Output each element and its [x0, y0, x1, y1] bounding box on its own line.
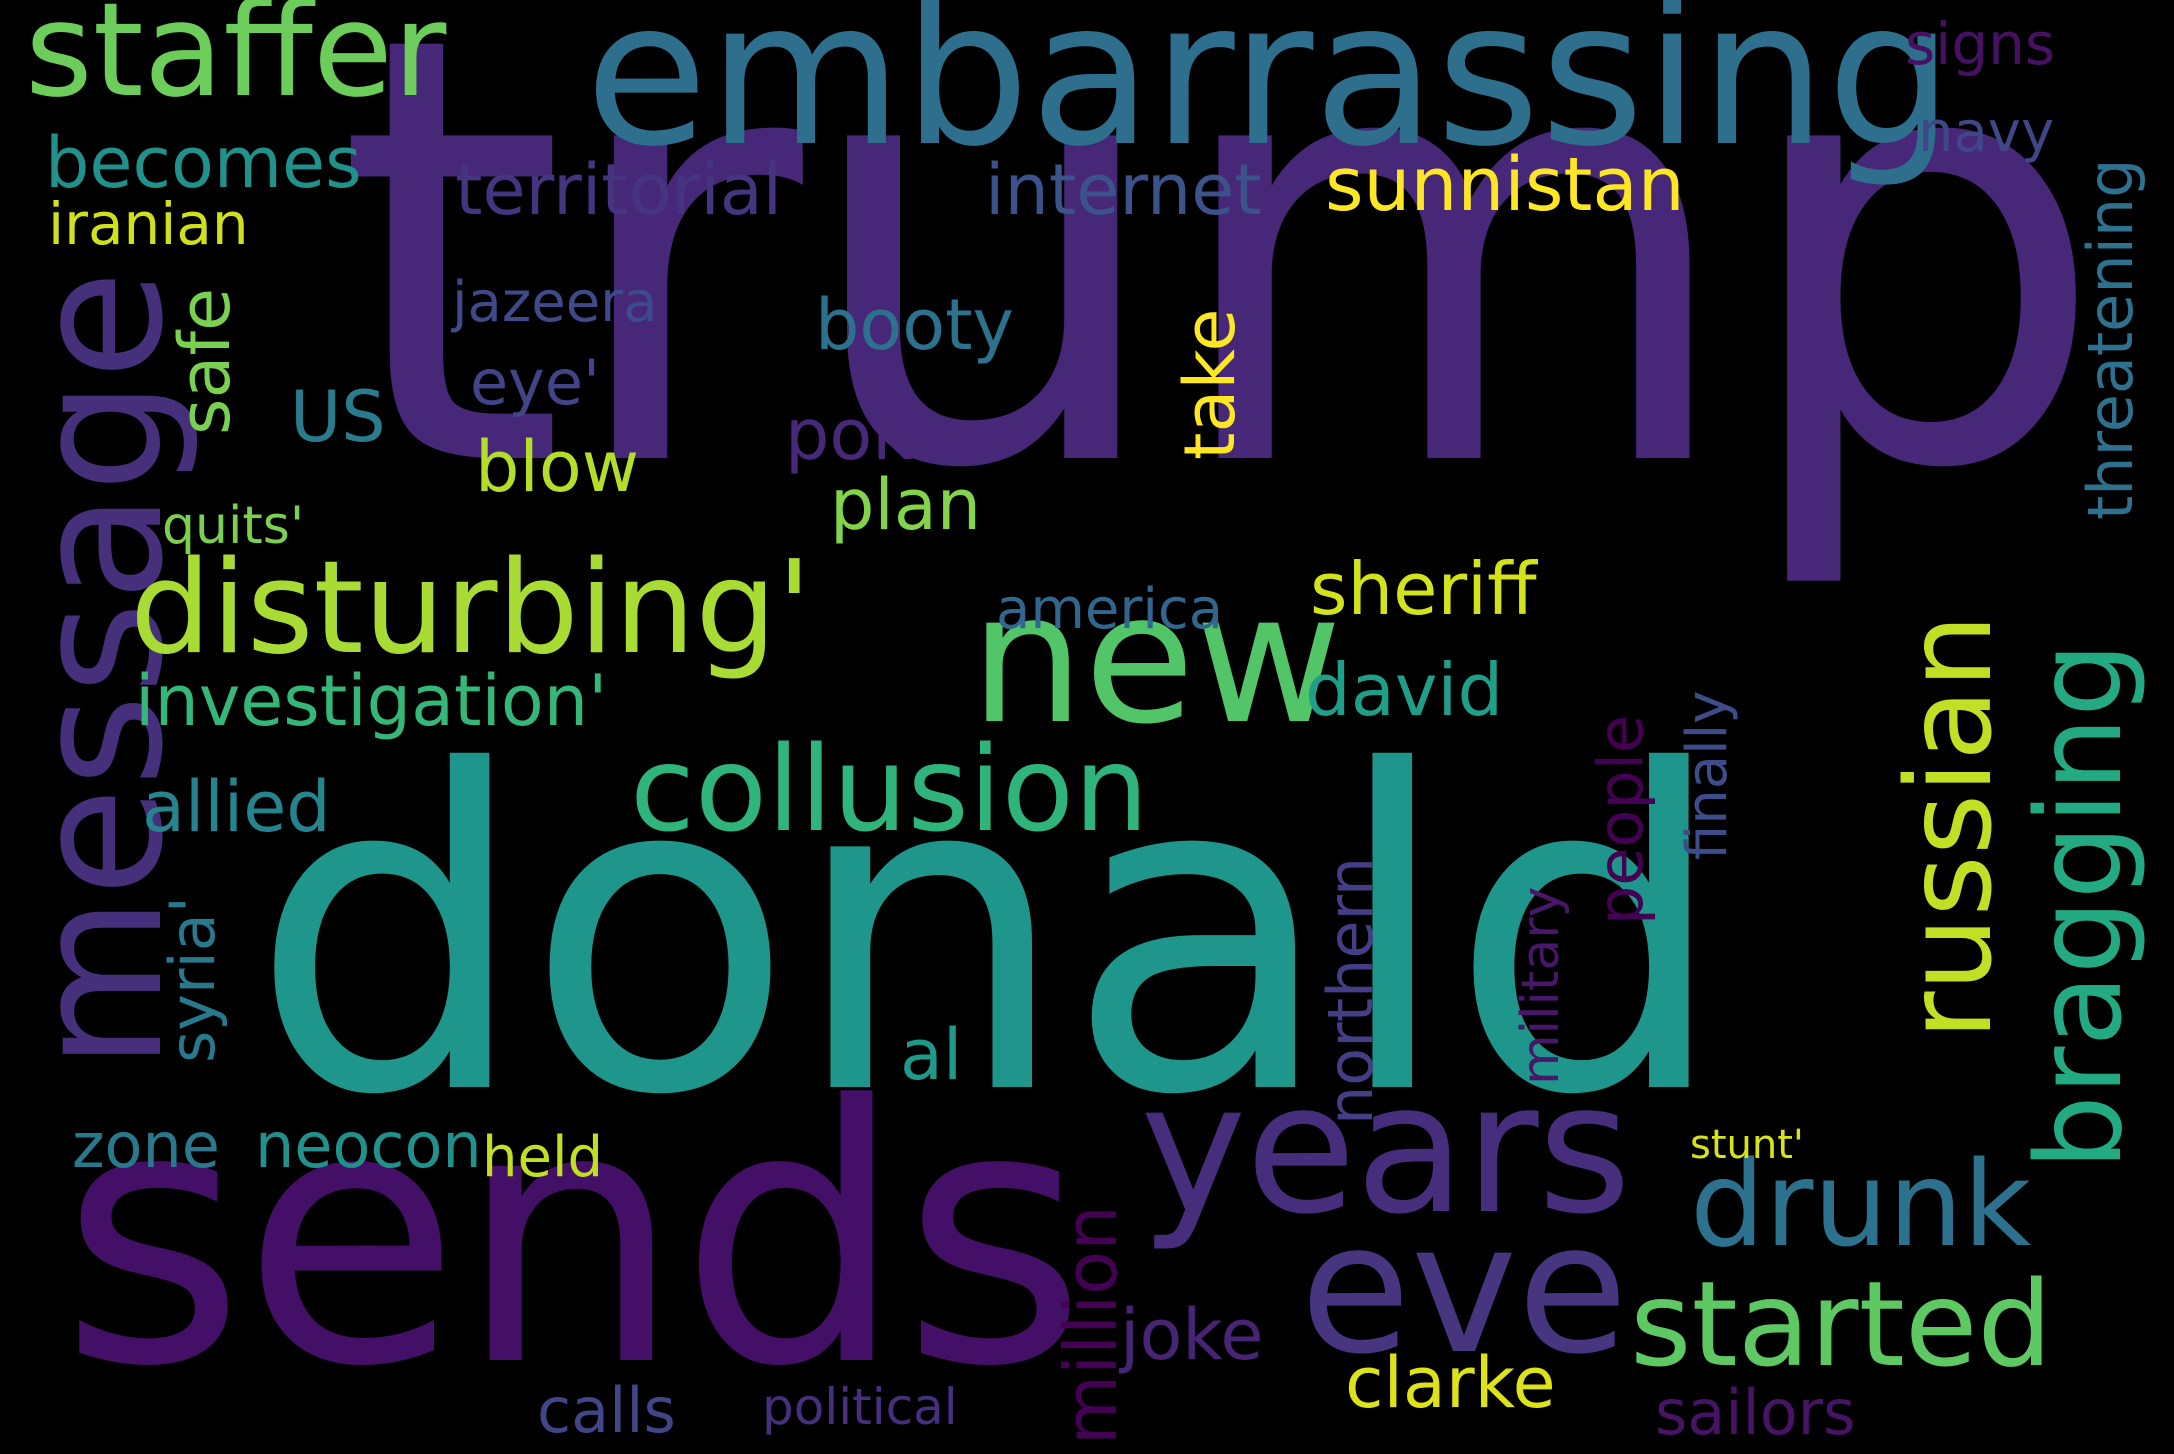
word-america: america [996, 577, 1224, 642]
word-booty: booty [815, 284, 1014, 366]
word-started: started [1630, 1255, 2053, 1393]
word-zone: zone [72, 1109, 220, 1182]
word-quits: quits' [162, 496, 305, 556]
word-years: years [1140, 1045, 1631, 1254]
word-clarke: clarke [1345, 1342, 1556, 1424]
word-staffer: staffer [25, 0, 447, 126]
word-sheriff: sheriff [1310, 547, 1537, 631]
word-blow: blow [475, 426, 639, 508]
word-poke: poke [785, 394, 954, 476]
word-syria: syria' [156, 896, 229, 1063]
word-investigation: investigation' [135, 660, 608, 742]
word-finally: finally [1675, 690, 1740, 860]
word-neocon: neocon [255, 1109, 482, 1182]
word-disturbing: disturbing' [130, 534, 812, 683]
word-jazeera: jazeera [452, 270, 658, 335]
word-political: political [762, 1378, 958, 1436]
word-navy: navy [1918, 100, 2055, 165]
word-sends: sends [60, 1030, 1087, 1444]
word-people: people [1584, 714, 1657, 925]
word-us: US [290, 376, 386, 458]
word-safe: safe [164, 287, 246, 435]
word-internet: internet [985, 149, 1262, 231]
word-iranian: iranian [48, 190, 249, 258]
word-drunk: drunk [1690, 1135, 2032, 1273]
word-signs: signs [1905, 10, 2056, 78]
word-held: held [482, 1125, 604, 1190]
word-plan: plan [830, 464, 982, 546]
word-collusion: collusion [630, 720, 1149, 858]
word-bragging: bragging [2010, 641, 2148, 1170]
word-eye: eye' [470, 346, 601, 419]
word-northern: northern [1314, 856, 1387, 1125]
word-stunt: stunt' [1690, 1122, 1804, 1168]
word-allied: allied [142, 766, 331, 848]
word-becomes: becomes [45, 122, 362, 204]
word-new: new [970, 555, 1343, 764]
word-russian: russian [1880, 613, 2018, 1040]
word-calls: calls [537, 1374, 676, 1447]
word-donald: donald [250, 679, 1729, 1191]
word-territorial: territorial [455, 149, 783, 231]
word-eve: eve [1300, 1185, 1629, 1394]
word-million: million [1049, 1205, 1133, 1445]
word-sailors: sailors [1655, 1376, 1856, 1449]
word-embarrassing: embarrassing [585, 0, 1954, 191]
word-take: take [1169, 308, 1251, 460]
word-al: al [900, 1014, 963, 1096]
word-sunnistan: sunnistan [1325, 142, 1685, 228]
word-threatening: threatening [2074, 158, 2147, 521]
word-military: military [1511, 886, 1571, 1085]
word-trump: trump [335, 0, 2108, 598]
word-joke: joke [1120, 1294, 1264, 1376]
word-david: david [1305, 648, 1504, 732]
